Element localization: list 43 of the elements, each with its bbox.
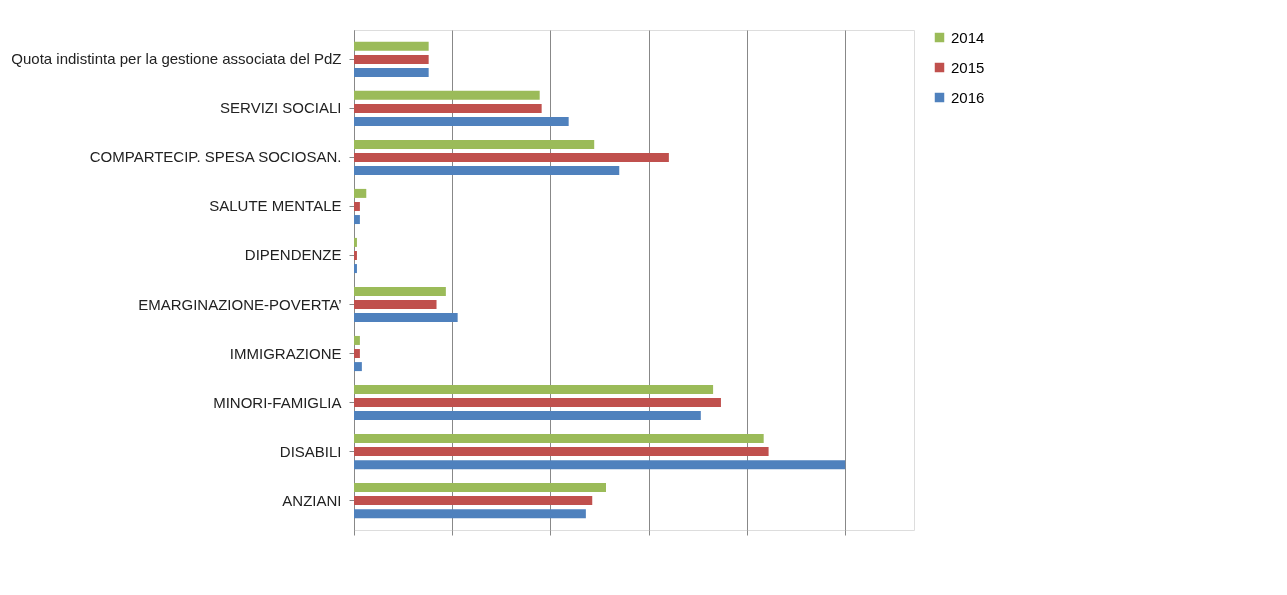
bar (354, 384, 714, 394)
bar (354, 300, 437, 310)
bar (354, 335, 360, 345)
bar (354, 103, 542, 113)
bar (354, 188, 367, 198)
y-tick-label: IMMIGRAZIONE (229, 344, 342, 362)
bar (354, 349, 360, 359)
bar (354, 447, 769, 457)
y-tick-label: ANZIANI (282, 491, 342, 509)
bar (354, 460, 846, 470)
bar (354, 117, 569, 126)
bar (354, 152, 669, 162)
legend-label: 2014 (951, 28, 985, 46)
y-tick-label: MINORI-FAMIGLIA (213, 393, 342, 411)
bar (354, 362, 362, 372)
y-tick-label: DISABILI (279, 442, 342, 460)
y-tick-label: Quota indistinta per la gestione associata del PdZ (11, 50, 342, 68)
y-tick-label: SERVIZI SOCIALI (220, 99, 342, 117)
bar (354, 54, 429, 64)
bar (354, 411, 701, 421)
bar (354, 215, 360, 225)
bar (354, 90, 540, 100)
bar (354, 201, 360, 211)
bar (354, 41, 429, 51)
y-tick-label: DIPENDENZE (244, 246, 342, 264)
bar (354, 250, 357, 260)
y-tick-label: SALUTE MENTALE (209, 197, 342, 215)
bar (354, 483, 606, 493)
legend-label: 2015 (951, 58, 985, 76)
y-tick-label: EMARGINAZIONE-POVERTA’ (138, 295, 342, 313)
bar (354, 264, 357, 274)
legend-label: 2016 (951, 88, 985, 106)
bar (354, 237, 357, 247)
bar (354, 509, 586, 519)
y-tick-label: COMPARTECIP. SPESA SOCIOSAN. (89, 148, 342, 166)
bar (354, 398, 721, 408)
bar (354, 286, 446, 296)
bar (354, 434, 764, 443)
bar (354, 496, 593, 506)
bar (354, 166, 620, 176)
bar (354, 67, 429, 77)
bar (354, 313, 458, 323)
bar (354, 139, 595, 149)
